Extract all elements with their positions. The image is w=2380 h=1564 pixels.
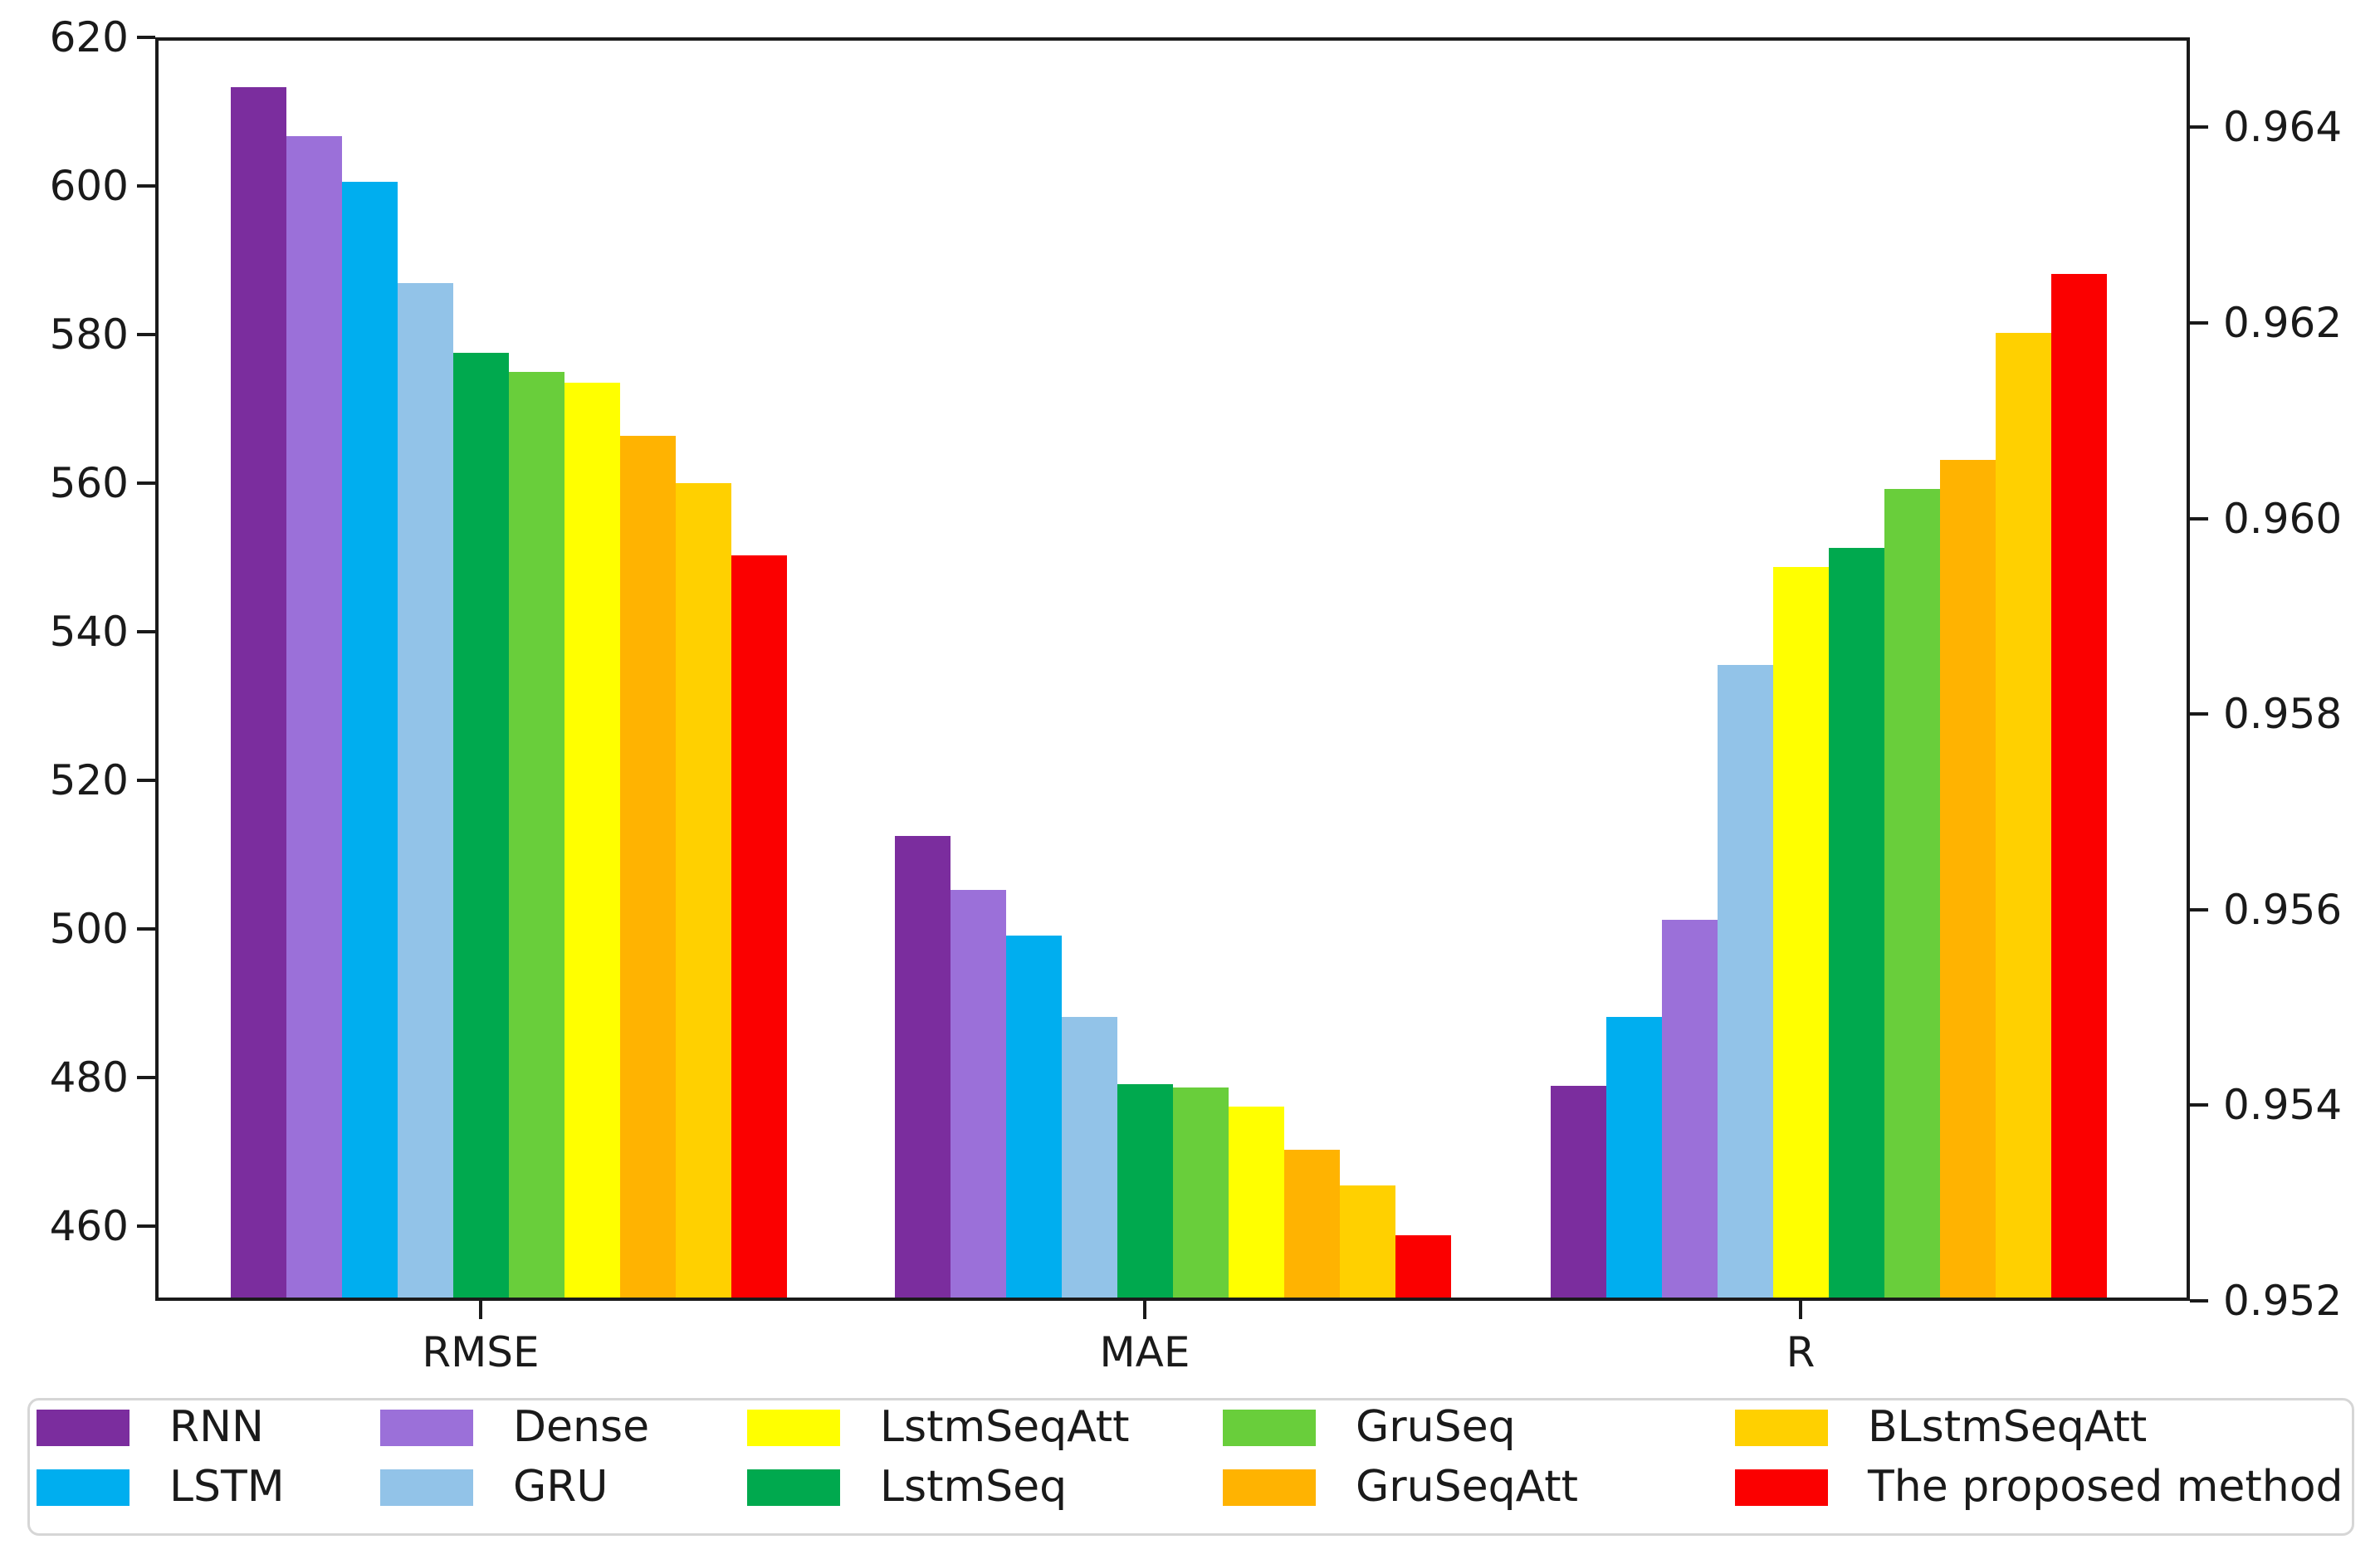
legend-swatch-gruseqatt bbox=[1223, 1469, 1316, 1506]
bar-rmse-the-proposed-method bbox=[731, 555, 787, 1301]
bar-rmse-gruseq bbox=[509, 371, 564, 1301]
left-axis-tick bbox=[137, 927, 155, 931]
legend-label-blstmseqatt: BLstmSeqAtt bbox=[1868, 1402, 2148, 1452]
x-axis-tick bbox=[1143, 1301, 1146, 1319]
x-axis-label-rmse: RMSE bbox=[422, 1328, 540, 1376]
right-axis-tick bbox=[2190, 1299, 2208, 1303]
x-axis-tick bbox=[1799, 1301, 1802, 1319]
bar-r-the-proposed-method bbox=[2051, 274, 2107, 1301]
left-axis-tick bbox=[137, 481, 155, 486]
bar-mae-lstm bbox=[1006, 936, 1062, 1301]
left-axis-tick-label: 500 bbox=[49, 905, 129, 954]
left-axis-tick-label: 620 bbox=[49, 13, 129, 61]
left-axis-tick-label: 540 bbox=[49, 608, 129, 657]
legend-label-gruseq: GruSeq bbox=[1356, 1402, 1516, 1452]
left-axis-tick-label: 580 bbox=[49, 310, 129, 359]
right-axis-tick bbox=[2190, 320, 2208, 325]
right-axis-tick bbox=[2190, 712, 2208, 716]
right-axis-tick bbox=[2190, 907, 2208, 912]
bar-rmse-blstmseqatt bbox=[676, 483, 731, 1301]
legend-swatch-rnn bbox=[37, 1410, 130, 1446]
right-axis-tick-label: 0.958 bbox=[2223, 690, 2343, 739]
left-axis-tick-label: 560 bbox=[49, 459, 129, 508]
left-axis-tick bbox=[137, 184, 155, 188]
legend-swatch-gru bbox=[380, 1469, 473, 1506]
bar-mae-lstmseqatt bbox=[1229, 1107, 1284, 1301]
legend-label-lstmseqatt: LstmSeqAtt bbox=[880, 1402, 1130, 1452]
left-axis-tick-label: 480 bbox=[49, 1053, 129, 1102]
legend-label-lstmseq: LstmSeq bbox=[880, 1462, 1068, 1512]
legend-label-dense: Dense bbox=[513, 1402, 650, 1452]
legend-label-rnn: RNN bbox=[169, 1402, 264, 1452]
bar-r-rnn bbox=[1551, 1085, 1606, 1301]
bar-r-gru bbox=[1718, 665, 1773, 1301]
legend-swatch-lstmseq bbox=[747, 1469, 840, 1506]
legend-swatch-dense bbox=[380, 1410, 473, 1446]
bar-r-lstmseq bbox=[1829, 547, 1884, 1301]
left-axis-tick bbox=[137, 779, 155, 783]
bar-r-lstmseqatt bbox=[1773, 567, 1829, 1301]
left-axis-tick bbox=[137, 630, 155, 634]
right-axis-tick bbox=[2190, 1103, 2208, 1107]
left-axis-tick bbox=[137, 333, 155, 337]
legend-label-gru: GRU bbox=[513, 1462, 608, 1512]
x-axis-label-r: R bbox=[1786, 1328, 1816, 1376]
right-axis-tick bbox=[2190, 125, 2208, 130]
bar-r-dense bbox=[1662, 919, 1718, 1301]
bar-rmse-lstm bbox=[342, 181, 398, 1301]
bar-r-gruseq bbox=[1884, 489, 1940, 1301]
legend-label-the-proposed-method: The proposed method bbox=[1868, 1462, 2343, 1512]
left-axis-tick-label: 600 bbox=[49, 162, 129, 211]
bar-mae-gru bbox=[1062, 1016, 1117, 1301]
legend-label-gruseqatt: GruSeqAtt bbox=[1356, 1462, 1579, 1512]
legend-label-lstm: LSTM bbox=[169, 1462, 285, 1512]
legend-swatch-gruseq bbox=[1223, 1410, 1316, 1446]
bar-rmse-dense bbox=[286, 136, 342, 1301]
bar-r-blstmseqatt bbox=[1996, 332, 2051, 1301]
x-axis-tick bbox=[479, 1301, 482, 1319]
bar-mae-the-proposed-method bbox=[1395, 1235, 1451, 1301]
bar-mae-blstmseqatt bbox=[1340, 1185, 1395, 1301]
bar-rmse-lstmseq bbox=[453, 352, 509, 1301]
right-axis-tick-label: 0.952 bbox=[2223, 1277, 2343, 1325]
bar-rmse-gruseqatt bbox=[620, 435, 676, 1301]
x-axis-label-mae: MAE bbox=[1099, 1328, 1190, 1376]
right-axis-tick-label: 0.954 bbox=[2223, 1081, 2343, 1130]
right-axis-tick bbox=[2190, 516, 2208, 521]
bar-mae-gruseq bbox=[1173, 1087, 1229, 1301]
legend-swatch-lstm bbox=[37, 1469, 130, 1506]
bar-mae-dense bbox=[951, 889, 1006, 1301]
bar-mae-gruseqatt bbox=[1284, 1150, 1340, 1301]
bar-mae-rnn bbox=[895, 835, 951, 1301]
right-axis-tick-label: 0.964 bbox=[2223, 103, 2343, 152]
left-axis-tick bbox=[137, 1224, 155, 1229]
right-axis-tick-label: 0.962 bbox=[2223, 298, 2343, 347]
bar-rmse-lstmseqatt bbox=[564, 383, 620, 1301]
left-axis-tick bbox=[137, 1076, 155, 1080]
left-axis-tick bbox=[137, 36, 155, 39]
bar-r-lstm bbox=[1606, 1017, 1662, 1301]
bar-rmse-rnn bbox=[231, 86, 286, 1301]
bar-mae-lstmseq bbox=[1117, 1084, 1173, 1301]
left-axis-tick-label: 460 bbox=[49, 1202, 129, 1251]
right-axis-tick-label: 0.956 bbox=[2223, 885, 2343, 934]
legend-swatch-blstmseqatt bbox=[1735, 1410, 1828, 1446]
left-axis-tick-label: 520 bbox=[49, 756, 129, 805]
right-axis-tick-label: 0.960 bbox=[2223, 494, 2343, 543]
bar-rmse-gru bbox=[398, 283, 453, 1301]
legend-swatch-the-proposed-method bbox=[1735, 1469, 1828, 1506]
legend-swatch-lstmseqatt bbox=[747, 1410, 840, 1446]
bar-r-gruseqatt bbox=[1940, 459, 1996, 1301]
